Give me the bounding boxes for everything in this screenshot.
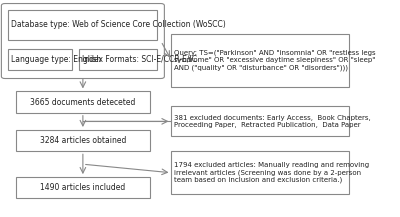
FancyBboxPatch shape <box>8 49 72 70</box>
Text: Query: TS=("Parkinson" AND "insomnia" OR "restless legs
syndrome" OR "excessive : Query: TS=("Parkinson" AND "insomnia" OR… <box>174 50 376 71</box>
FancyBboxPatch shape <box>79 49 157 70</box>
FancyBboxPatch shape <box>16 91 150 113</box>
Text: 1490 articles included: 1490 articles included <box>40 183 126 192</box>
Text: Database type: Web of Science Core Collection (WoSCC): Database type: Web of Science Core Colle… <box>11 20 226 30</box>
FancyBboxPatch shape <box>16 177 150 199</box>
Text: Index Formats: SCI-E/CCR-E/IC: Index Formats: SCI-E/CCR-E/IC <box>82 55 197 64</box>
FancyBboxPatch shape <box>172 33 349 87</box>
FancyBboxPatch shape <box>16 130 150 151</box>
Text: 1794 excluded articles: Manually reading and removing
irrelevant articles (Scree: 1794 excluded articles: Manually reading… <box>174 162 370 183</box>
Text: Language type: English: Language type: English <box>11 55 102 64</box>
FancyBboxPatch shape <box>172 106 349 136</box>
Text: 381 excluded documents: Early Access,  Book Chapters,
Proceeding Paper,  Retract: 381 excluded documents: Early Access, Bo… <box>174 115 371 128</box>
Text: 3665 documents deteceted: 3665 documents deteceted <box>30 98 136 107</box>
FancyBboxPatch shape <box>8 10 157 40</box>
FancyBboxPatch shape <box>172 151 349 194</box>
Text: 3284 articles obtained: 3284 articles obtained <box>40 136 126 145</box>
FancyBboxPatch shape <box>1 3 164 79</box>
